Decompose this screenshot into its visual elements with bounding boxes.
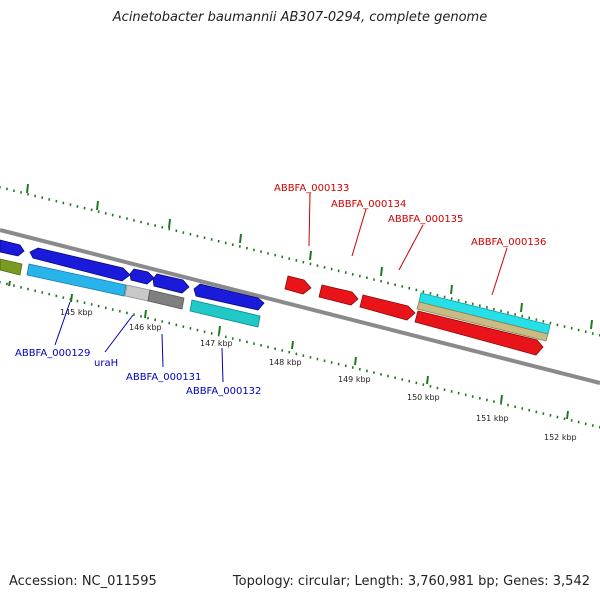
label-leader-line (104, 314, 134, 353)
label-leader-line (351, 208, 367, 257)
scale-tick-label: 152 kbp (544, 433, 577, 442)
gene-feature[interactable] (0, 258, 23, 276)
gene-feature[interactable] (147, 289, 185, 310)
gene-label[interactable]: ABBFA_000131 (126, 372, 201, 383)
major-tick (218, 325, 221, 335)
gene-feature[interactable] (359, 294, 416, 321)
label-leader-line (54, 301, 71, 346)
major-tick (96, 200, 99, 211)
scale-tick-label: 148 kbp (269, 358, 302, 367)
gene-feature[interactable] (414, 310, 544, 356)
major-tick (168, 218, 171, 229)
gene-label[interactable]: ABBFA_000132 (186, 386, 261, 397)
gene-feature[interactable] (189, 299, 261, 328)
gene-label[interactable]: ABBFA_000133 (274, 183, 349, 194)
major-tick (590, 319, 593, 330)
gene-feature[interactable] (29, 247, 131, 282)
map-title: Acinetobacter baumannii AB307-0294, comp… (112, 10, 488, 25)
major-tick (500, 394, 503, 404)
major-tick (239, 233, 242, 244)
major-tick (309, 250, 312, 261)
gene-feature[interactable] (193, 283, 265, 311)
gene-feature[interactable] (284, 275, 312, 295)
major-tick (144, 309, 147, 319)
gene-feature[interactable] (124, 284, 151, 302)
major-tick (566, 410, 569, 420)
gene-feature[interactable] (152, 273, 190, 294)
label-leader-line (491, 247, 508, 296)
gene-label[interactable]: ABBFA_000136 (471, 237, 546, 248)
gene-feature[interactable] (129, 268, 155, 285)
gene-feature[interactable] (26, 263, 127, 297)
major-tick (520, 302, 523, 313)
label-leader-line (398, 224, 424, 271)
major-tick (70, 293, 73, 303)
major-tick (450, 284, 453, 295)
major-tick (354, 356, 357, 366)
scale-tick-label: 151 kbp (476, 414, 509, 423)
major-tick (8, 280, 11, 287)
accession-text: Accession: NC_011595 (9, 574, 157, 589)
label-leader-line (161, 333, 164, 368)
major-tick (380, 266, 383, 277)
gene-label[interactable]: ABBFA_000129 (15, 348, 90, 359)
gene-feature[interactable] (318, 284, 359, 306)
gene-label[interactable]: ABBFA_000134 (331, 199, 406, 210)
scale-tick-label: 150 kbp (407, 393, 440, 402)
scale-tick-label: 149 kbp (338, 375, 371, 384)
gene-feature[interactable] (416, 301, 549, 342)
major-tick (291, 340, 294, 350)
genome-summary-text: Topology: circular; Length: 3,760,981 bp… (232, 574, 590, 589)
gene-label[interactable]: uraH (94, 358, 118, 369)
scale-tick-label: 146 kbp (129, 323, 162, 332)
minor-ticks (0, 186, 600, 429)
major-tick (26, 183, 29, 194)
major-tick (426, 375, 429, 385)
gene-feature[interactable] (0, 239, 25, 257)
scale-tick-label: 145 kbp (60, 308, 93, 317)
gene-label[interactable]: ABBFA_000135 (388, 214, 463, 225)
genome-backbone (0, 228, 600, 385)
scale-tick-label: 147 kbp (200, 339, 233, 348)
label-leader-line (221, 347, 224, 383)
label-leader-line (308, 192, 311, 247)
